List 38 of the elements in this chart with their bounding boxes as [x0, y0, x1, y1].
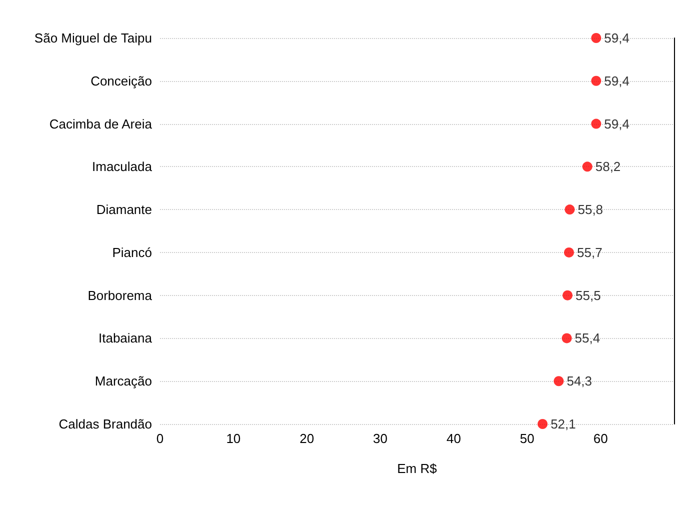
data-label: 52,1	[550, 416, 576, 432]
x-tick-label: 10	[226, 431, 241, 446]
point	[591, 118, 602, 129]
point	[564, 204, 575, 215]
x-tick-label: 20	[300, 431, 314, 446]
point	[538, 419, 548, 429]
point	[564, 247, 574, 258]
data-label: 59,4	[604, 116, 630, 132]
y-tick-label: São Miguel de Taipu	[34, 30, 152, 46]
x-tick-label: 30	[373, 431, 388, 446]
x-tick-label: 40	[446, 431, 461, 446]
y-tick-label: Cacimba de Areia	[49, 116, 153, 132]
point	[554, 376, 564, 386]
data-label: 55,8	[578, 202, 604, 218]
point	[591, 33, 602, 43]
point	[562, 333, 572, 344]
y-tick-label: Caldas Brandão	[58, 416, 152, 432]
point	[582, 162, 592, 172]
data-label: 58,2	[595, 159, 621, 174]
x-axis-title: Em R$	[397, 461, 438, 476]
point	[562, 290, 573, 300]
data-label: 55,7	[576, 244, 602, 260]
y-tick-label: Diamante	[96, 202, 152, 218]
point	[591, 76, 602, 86]
data-label: 55,5	[576, 288, 601, 303]
y-tick-label: Marcação	[94, 374, 152, 389]
data-label: 59,4	[604, 30, 630, 46]
x-tick-label: 50	[520, 431, 534, 446]
y-tick-label: Conceição	[90, 73, 152, 88]
data-label: 54,3	[566, 374, 592, 389]
data-label: 59,4	[604, 73, 630, 88]
y-tick-label: Borborema	[88, 288, 153, 303]
x-tick-label: 0	[156, 431, 164, 446]
x-tick-label: 60	[593, 431, 608, 446]
y-tick-label: Itabaiana	[98, 330, 153, 346]
y-tick-label: Piancó	[112, 244, 152, 260]
data-label: 55,4	[574, 330, 600, 346]
y-tick-label: Imaculada	[92, 159, 153, 174]
